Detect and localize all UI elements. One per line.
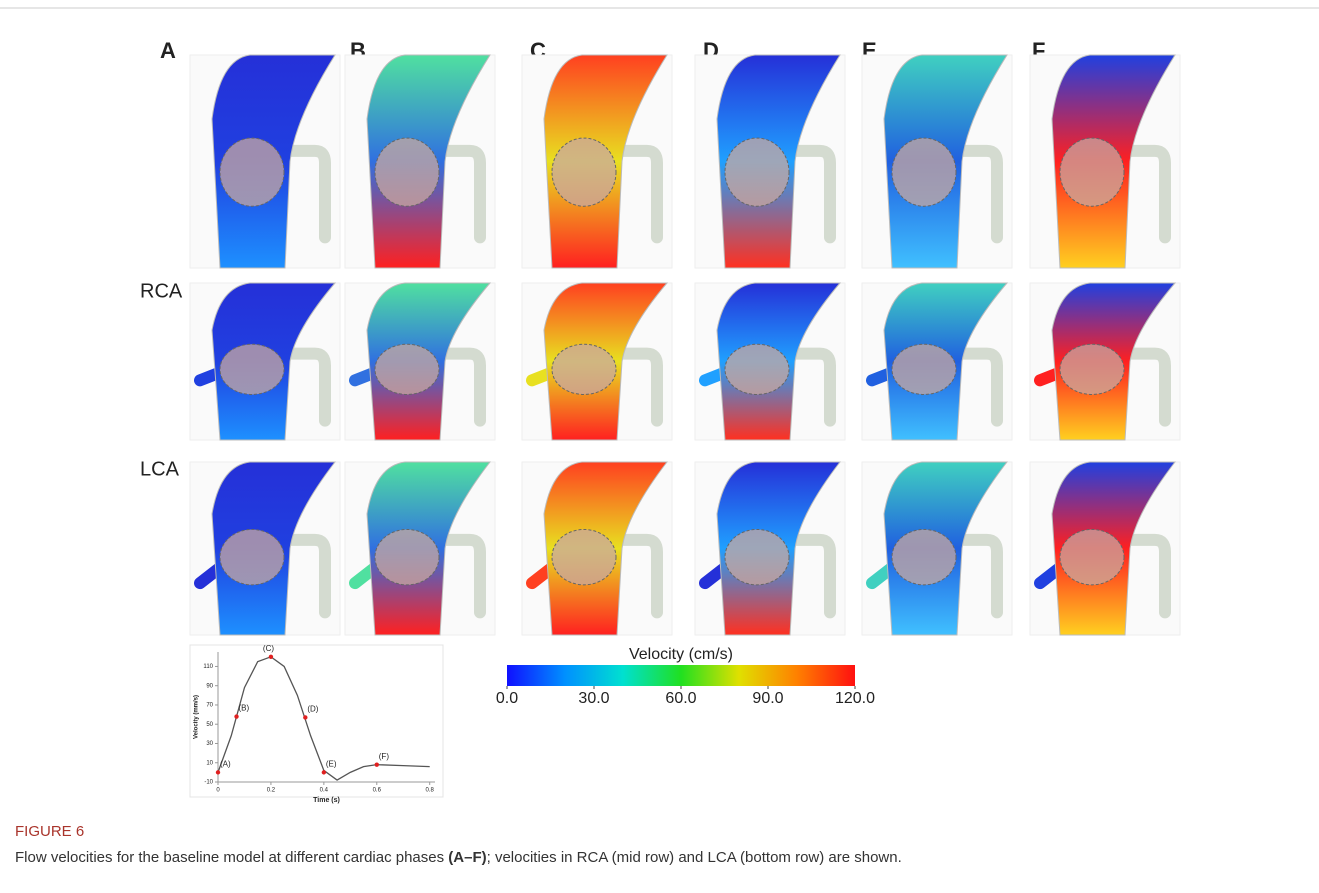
- y-axis-label: Velocity (mm/s): [194, 695, 200, 739]
- colorbar-tick-label: 90.0: [752, 690, 783, 707]
- stent: [1060, 138, 1124, 206]
- stent: [892, 344, 956, 394]
- stent: [552, 344, 616, 394]
- x-tick-label: 0.6: [373, 788, 382, 794]
- caption-text: ; velocities in RCA (mid row) and LCA (b…: [487, 849, 902, 866]
- phase-label: (B): [239, 704, 250, 713]
- row-label: RCA: [140, 280, 183, 302]
- y-tick-label: 10: [206, 760, 213, 766]
- figure: RCA LCA FIGURE 6 Flow velocities for the…: [0, 0, 1319, 893]
- y-tick-label: 110: [203, 664, 213, 670]
- panel-label: A: [160, 38, 176, 63]
- phase-point: [216, 770, 220, 774]
- y-tick-label: 90: [206, 683, 213, 689]
- caption-bold: (A–F): [448, 849, 486, 866]
- phase-point: [375, 762, 379, 766]
- y-tick-label: 70: [206, 703, 213, 709]
- caption-text: Flow velocities for the baseline model a…: [15, 849, 448, 866]
- stent: [725, 138, 789, 206]
- y-tick-label: 50: [206, 722, 213, 728]
- page: RCA LCA FIGURE 6 Flow velocities for the…: [0, 0, 1319, 893]
- x-tick-label: 0.2: [267, 788, 276, 794]
- y-tick-label: 30: [206, 741, 213, 747]
- stent: [375, 344, 439, 394]
- inset-frame: [190, 645, 443, 797]
- x-tick-label: 0.8: [426, 788, 435, 794]
- stent: [220, 529, 284, 584]
- colorbar-tick-label: 30.0: [578, 690, 609, 707]
- stent: [220, 344, 284, 394]
- phase-label: (F): [379, 752, 390, 761]
- x-axis-label: Time (s): [313, 797, 340, 804]
- stent: [1060, 344, 1124, 394]
- stent: [892, 138, 956, 206]
- caption-label: FIGURE 6: [15, 823, 84, 840]
- stent: [552, 529, 616, 584]
- phase-label: (C): [263, 644, 274, 653]
- phase-label: (E): [326, 759, 337, 768]
- caption: Flow velocities for the baseline model a…: [15, 849, 902, 866]
- phase-label: (D): [307, 705, 318, 714]
- y-tick-label: -10: [204, 780, 213, 786]
- phase-point: [303, 715, 307, 719]
- stent: [220, 138, 284, 206]
- phase-label: (A): [220, 759, 231, 768]
- colorbar-tick-label: 0.0: [496, 690, 518, 707]
- colorbar-tick-label: 120.0: [835, 690, 875, 707]
- stent: [552, 138, 616, 206]
- stent: [375, 138, 439, 206]
- phase-point: [234, 714, 238, 718]
- stent: [725, 344, 789, 394]
- x-tick-label: 0.4: [320, 788, 329, 794]
- stent: [892, 529, 956, 584]
- stent: [1060, 529, 1124, 584]
- colorbar: [507, 665, 855, 686]
- row-label: LCA: [140, 458, 180, 480]
- stent: [375, 529, 439, 584]
- phase-point: [269, 655, 273, 659]
- phase-point: [322, 770, 326, 774]
- colorbar-tick-label: 60.0: [665, 690, 696, 707]
- stent: [725, 529, 789, 584]
- colorbar-title: Velocity (cm/s): [629, 646, 733, 663]
